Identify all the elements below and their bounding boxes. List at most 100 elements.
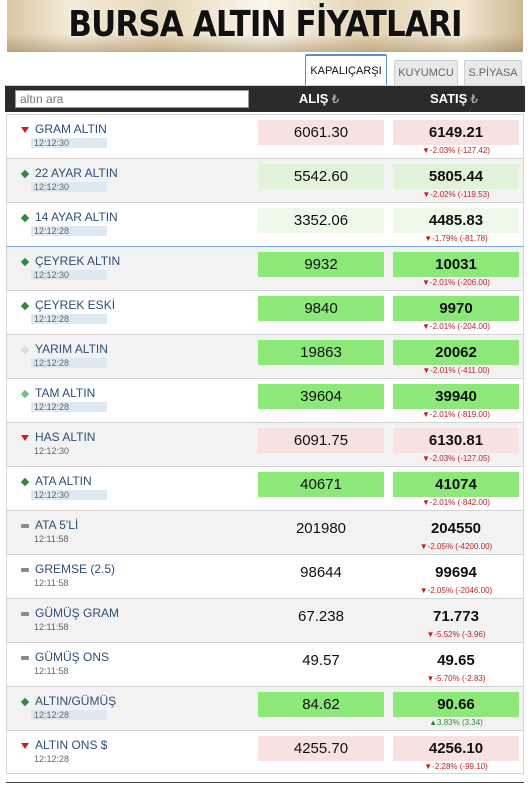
buy-price: 6091.75: [258, 428, 384, 453]
sell-price: 39940: [393, 384, 519, 409]
item-name[interactable]: HAS ALTIN: [35, 430, 96, 444]
change-percent: ▼-2.05% (-2046.00): [419, 586, 493, 595]
sell-price: 41074: [393, 472, 519, 497]
update-time: 12:11:58: [34, 578, 69, 588]
sell-price: 90.66: [393, 692, 519, 717]
arrow-down-icon: [21, 435, 29, 441]
change-percent: ▼-2.01% (-206.00): [422, 278, 490, 287]
update-time: 12:12:30: [34, 446, 70, 456]
item-name[interactable]: GÜMÜŞ GRAM: [35, 606, 119, 620]
tab-kapalicarsi[interactable]: KAPALIÇARŞI: [305, 54, 387, 86]
buy-price: 98644: [300, 564, 342, 581]
sell-price: 99694: [435, 564, 477, 581]
change-percent: ▲3.83% (3.34): [429, 718, 483, 727]
tab-divider: [5, 85, 524, 86]
sell-price: 9970: [393, 296, 519, 321]
unchanged-icon: [21, 612, 29, 616]
buy-price: 40671: [258, 472, 384, 497]
buy-price: 9932: [258, 252, 384, 277]
tab-bar: KAPALIÇARŞI KUYUMCU S.PİYASA: [0, 54, 529, 86]
page-title: BURSA ALTIN FİYATLARI: [68, 4, 462, 45]
arrow-up-icon: [20, 301, 30, 311]
table-row[interactable]: YARIM ALTIN 12:12:28 19863 20062 ▼-2.01% (-4…: [6, 334, 524, 378]
item-name[interactable]: YARIM ALTIN: [35, 342, 108, 356]
buy-price: 67.238: [298, 608, 344, 625]
unchanged-icon: [21, 656, 29, 660]
item-name[interactable]: GÜMÜŞ ONS: [35, 650, 110, 664]
buy-price: 39604: [258, 384, 384, 409]
item-name[interactable]: 14 AYAR ALTIN: [35, 210, 118, 224]
update-time: 12:11:58: [34, 666, 69, 676]
sell-price: 4485.83: [393, 208, 519, 233]
sell-price: 10031: [393, 252, 519, 277]
item-name[interactable]: GREMSE (2.5): [35, 562, 116, 576]
change-percent: ▼-2.03% (-127.42): [422, 146, 490, 155]
item-name[interactable]: ÇEYREK ESKİ: [35, 298, 116, 312]
arrow-up-icon: [20, 213, 30, 223]
buy-price: 3352.06: [258, 208, 384, 233]
buy-price: 19863: [258, 340, 384, 365]
table-row[interactable]: GREMSE (2.5) 12:11:58 98644 99694 ▼-2.05% (-…: [6, 554, 524, 598]
change-percent: ▼-2.01% (-204.00): [422, 322, 490, 331]
arrow-up-icon: [20, 697, 30, 707]
unchanged-icon: [21, 524, 29, 528]
change-percent: ▼-2.03% (-127.05): [422, 454, 490, 463]
price-table: GRAM ALTIN 12:12:30 6061.30 6149.21 ▼-2.03% …: [6, 114, 524, 774]
table-row[interactable]: GÜMÜŞ GRAM 12:11:58 67.238 71.773 ▼-5.52% (-…: [6, 598, 524, 642]
unchanged-icon: [21, 568, 29, 572]
sell-price: 49.65: [437, 652, 475, 669]
table-row[interactable]: TAM ALTIN 12:12:28 39604 39940 ▼-2.01% (-819…: [6, 378, 524, 422]
table-header: ALIŞ₺ SATIŞ₺: [5, 86, 525, 112]
sell-price: 6130.81: [393, 428, 519, 453]
table-row[interactable]: ALTIN ONS $ 12:12:28 4255.70 4256.10 ▼-2.28%…: [6, 730, 524, 774]
update-time: 12:11:58: [34, 622, 69, 632]
update-time: 12:12:30: [31, 490, 107, 500]
update-time: 12:12:28: [31, 314, 107, 324]
table-row[interactable]: ATA 5'Lİ 12:11:58 201980 204550 ▼-2.05% (-42…: [6, 510, 524, 554]
table-row[interactable]: HAS ALTIN 12:12:30 6091.75 6130.81 ▼-2.03% (…: [6, 422, 524, 466]
change-percent: ▼-5.70% (-2.83): [426, 674, 486, 683]
sell-header-label: SATIŞ: [430, 91, 468, 106]
table-row[interactable]: 22 AYAR ALTIN 12:12:30 5542.60 5805.44 ▼-2.0…: [6, 158, 524, 202]
item-name[interactable]: ÇEYREK ALTIN: [35, 254, 121, 268]
table-row[interactable]: ATA ALTIN 12:12:30 40671 41074 ▼-2.01% (-842…: [6, 466, 524, 510]
change-percent: ▼-2.05% (-4200.00): [419, 542, 493, 551]
table-row[interactable]: 14 AYAR ALTIN 12:12:28 3352.06 4485.83 ▼-1.7…: [6, 202, 524, 246]
arrow-up-icon: [20, 257, 30, 267]
table-row[interactable]: ÇEYREK ALTIN 12:12:30 9932 10031 ▼-2.01% (-2…: [6, 246, 524, 290]
buy-header-label: ALIŞ: [298, 91, 329, 106]
table-row[interactable]: ÇEYREK ESKİ 12:12:28 9840 9970 ▼-2.01% (-204…: [6, 290, 524, 334]
buy-price: 49.57: [302, 652, 340, 669]
item-name[interactable]: GRAM ALTIN: [35, 122, 107, 136]
tab-kuyumcu[interactable]: KUYUMCU: [394, 60, 458, 85]
table-row[interactable]: GÜMÜŞ ONS 12:11:58 49.57 49.65 ▼-5.70% (-2.8…: [6, 642, 524, 686]
update-time: 12:12:28: [31, 226, 107, 236]
item-name[interactable]: ATA ALTIN: [35, 474, 92, 488]
update-time: 12:12:30: [31, 182, 107, 192]
buy-price: 4255.70: [258, 736, 384, 761]
buy-column-header[interactable]: ALIŞ ₺: [256, 86, 382, 112]
banner: BURSA ALTIN FİYATLARI: [7, 0, 523, 52]
item-name[interactable]: ALTIN ONS $: [35, 738, 108, 752]
change-percent: ▼-2.28% (-99.10): [424, 762, 488, 771]
update-time: 12:12:30: [31, 270, 107, 280]
item-name[interactable]: ALTIN/GÜMÜŞ: [35, 694, 117, 708]
change-percent: ▼-1.79% (-81.78): [424, 234, 488, 243]
update-time: 12:12:28: [31, 402, 107, 412]
item-name[interactable]: ATA 5'Lİ: [35, 518, 79, 532]
lira-icon: ₺: [331, 92, 340, 106]
table-row[interactable]: GRAM ALTIN 12:12:30 6061.30 6149.21 ▼-2.03% …: [6, 114, 524, 158]
update-time: 12:12:28: [31, 358, 107, 368]
item-name[interactable]: TAM ALTIN: [35, 386, 96, 400]
change-percent: ▼-2.01% (-411.00): [422, 366, 490, 375]
banner-shade: [7, 34, 523, 52]
item-name[interactable]: 22 AYAR ALTIN: [35, 166, 118, 180]
tab-serbest-piyasa[interactable]: S.PİYASA: [464, 60, 522, 85]
search-input[interactable]: [15, 90, 249, 108]
sell-price: 4256.10: [393, 736, 519, 761]
buy-price: 84.62: [258, 692, 384, 717]
sell-price: 20062: [393, 340, 519, 365]
table-row[interactable]: ALTIN/GÜMÜŞ 12:12:28 84.62 90.66 ▲3.83% (3.3…: [6, 686, 524, 730]
sell-column-header[interactable]: SATIŞ ₺: [391, 86, 517, 112]
sell-price: 5805.44: [393, 164, 519, 189]
